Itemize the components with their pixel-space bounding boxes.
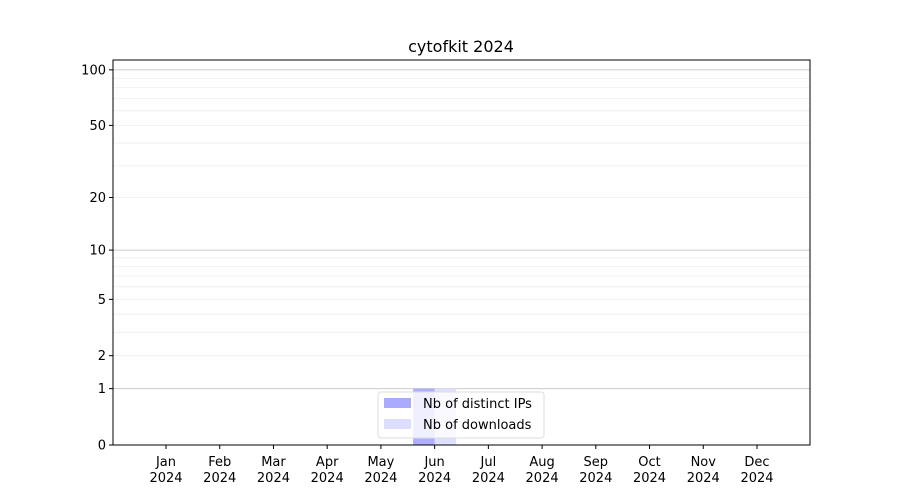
grid — [113, 69, 810, 446]
y-tick-label: 1 — [98, 382, 106, 397]
x-tick-label: 2024 — [418, 471, 451, 486]
chart-title: cytofkit 2024 — [408, 37, 514, 56]
x-axis: Jan2024Feb2024Mar2024Apr2024May2024Jun20… — [149, 445, 774, 486]
legend-swatch — [384, 419, 411, 429]
y-tick-label: 100 — [81, 63, 106, 78]
y-tick-label: 20 — [89, 191, 106, 206]
x-tick-label: Mar — [261, 455, 286, 470]
x-tick-label: 2024 — [687, 471, 720, 486]
plot-frame — [112, 59, 811, 446]
x-tick-label: Jan — [155, 455, 176, 470]
x-tick-label: 2024 — [526, 471, 559, 486]
x-tick-label: May — [367, 455, 394, 470]
y-tick-label: 5 — [98, 293, 106, 308]
legend-box — [377, 391, 545, 439]
y-tick-label: 10 — [89, 244, 106, 259]
x-tick-label: Dec — [744, 455, 769, 470]
x-tick-label: Jun — [423, 455, 444, 470]
x-tick-label: Jul — [480, 455, 497, 470]
y-tick-label: 2 — [98, 349, 106, 364]
x-tick-label: Sep — [584, 455, 609, 470]
y-axis: 0 1 2 5 10 20 50 100 — [81, 63, 113, 454]
y-tick-label: 50 — [89, 119, 106, 134]
legend-swatch — [384, 398, 411, 408]
x-tick-label: 2024 — [311, 471, 344, 486]
x-tick-label: 2024 — [633, 471, 666, 486]
x-tick-label: 2024 — [579, 471, 612, 486]
x-tick-label: 2024 — [472, 471, 505, 486]
x-tick-label: Aug — [529, 455, 554, 470]
x-tick-label: Nov — [691, 455, 717, 470]
x-tick-label: 2024 — [740, 471, 773, 486]
y-tick-label: 0 — [98, 439, 106, 454]
x-tick-label: Oct — [638, 455, 660, 470]
x-tick-label: 2024 — [257, 471, 290, 486]
x-tick-label: Apr — [316, 455, 339, 470]
legend-label: Nb of downloads — [423, 418, 532, 433]
legend: Nb of distinct IPs Nb of downloads — [377, 391, 545, 439]
x-tick-label: 2024 — [364, 471, 397, 486]
legend-label: Nb of distinct IPs — [423, 397, 532, 412]
x-tick-label: Feb — [208, 455, 231, 470]
x-tick-label: 2024 — [149, 471, 182, 486]
x-tick-label: 2024 — [203, 471, 236, 486]
